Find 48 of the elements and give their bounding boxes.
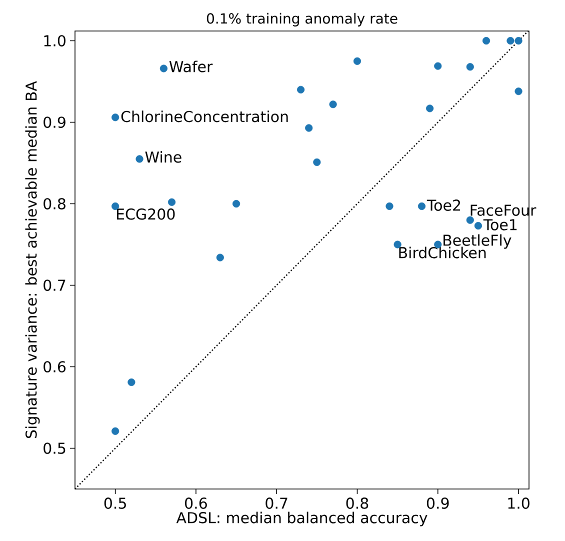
point xyxy=(112,114,120,122)
annotation: Wine xyxy=(145,151,182,163)
annotation: ChlorineConcentration xyxy=(121,110,288,122)
annotation: BeetleFly xyxy=(444,234,512,249)
point xyxy=(160,64,168,72)
x-tick-label: 0.7 xyxy=(266,498,288,509)
annotation: Toe2 xyxy=(426,200,460,211)
x-tick-label: 0.8 xyxy=(346,498,368,509)
point xyxy=(506,36,514,45)
point xyxy=(466,63,474,71)
point xyxy=(514,36,522,45)
point xyxy=(313,158,321,166)
point xyxy=(426,104,434,112)
point xyxy=(386,202,394,210)
annotation: BirdChicken xyxy=(399,246,486,258)
point xyxy=(466,216,474,224)
point xyxy=(482,36,490,45)
point xyxy=(434,62,442,70)
point xyxy=(136,155,144,163)
x-tick-label: 1.0 xyxy=(508,498,530,509)
x-tick-label: 0.9 xyxy=(426,498,449,509)
point xyxy=(305,124,313,132)
y-tick-label: 0.6 xyxy=(44,361,66,372)
point xyxy=(168,198,176,206)
point xyxy=(474,222,482,230)
x-tick-label: 0.6 xyxy=(185,498,207,509)
point xyxy=(232,200,240,208)
point xyxy=(128,378,136,386)
point xyxy=(418,202,426,210)
y-tick-label: 0.8 xyxy=(44,198,66,210)
point xyxy=(514,88,522,96)
y-axis-title: Signature variance: best achievable median BA xyxy=(25,81,40,438)
x-tick-label: 0.5 xyxy=(104,498,126,509)
annotation: Toe1 xyxy=(483,219,517,230)
point xyxy=(353,57,362,65)
y-tick-label: 0.5 xyxy=(44,442,66,454)
y-tick-label: 0.7 xyxy=(44,280,66,291)
y-tick-label: 0.9 xyxy=(44,116,66,128)
annotation: Wafer xyxy=(169,60,213,72)
y-tick-label: 1.0 xyxy=(44,35,66,46)
x-axis-title: ADSL: median balanced accuracy xyxy=(176,512,428,526)
point xyxy=(216,254,224,262)
point xyxy=(112,427,120,435)
point xyxy=(329,100,337,108)
point xyxy=(296,86,305,94)
chart-title: 0.1% training anomaly rate xyxy=(206,12,398,26)
annotation: ECG200 xyxy=(116,208,175,220)
point xyxy=(394,240,402,248)
